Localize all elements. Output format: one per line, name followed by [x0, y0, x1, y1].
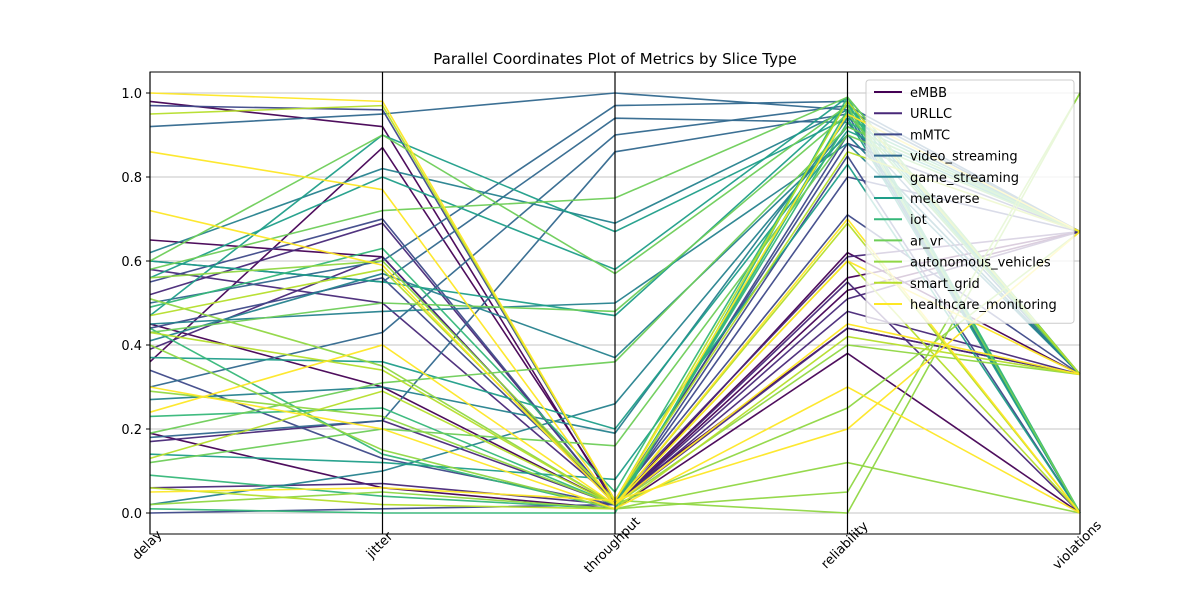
legend-label-smart-grid: smart_grid: [910, 277, 980, 292]
axis-labels: delay jitter throughput reliability violatio…: [130, 515, 1105, 577]
y-tick-label-2: 0.4: [121, 339, 142, 354]
y-tick-label-5: 1.0: [121, 87, 142, 102]
y-tick-label-0: 0.0: [121, 507, 142, 522]
legend-label-eMBB: eMBB: [910, 86, 947, 101]
chart-title: Parallel Coordinates Plot of Metrics by …: [433, 50, 796, 68]
legend-label-iot: iot: [910, 213, 927, 228]
legend-label-ar-vr: ar_vr: [910, 234, 944, 249]
legend-label-healthcare-monitoring: healthcare_monitoring: [910, 298, 1057, 313]
legend-label-metaverse: metaverse: [910, 192, 980, 207]
legend-label-video-streaming: video_streaming: [910, 150, 1018, 165]
legend-label-game-streaming: game_streaming: [910, 171, 1019, 186]
plot-frame: [149, 71, 1081, 535]
legend: eMBB URLLC mMTC video_streaming game_streami…: [865, 79, 1075, 324]
legend-label-autonomous-vehicles: autonomous_vehicles: [910, 256, 1051, 271]
y-tick-label-4: 0.8: [121, 171, 142, 186]
axis-label-violations: violations: [1050, 518, 1105, 573]
axis-label-delay: delay: [130, 527, 166, 563]
legend-label-URLLC: URLLC: [910, 107, 952, 122]
y-tick-label-1: 0.2: [121, 423, 142, 438]
axis-label-throughput: throughput: [582, 515, 644, 577]
legend-box: [865, 79, 1075, 324]
y-tick-label-3: 0.6: [121, 255, 142, 270]
legend-label-mMTC: mMTC: [910, 128, 950, 143]
axis-label-reliability: reliability: [818, 519, 871, 572]
y-ticks: 0.0 0.2 0.4 0.6 0.8 1.0: [121, 87, 150, 522]
